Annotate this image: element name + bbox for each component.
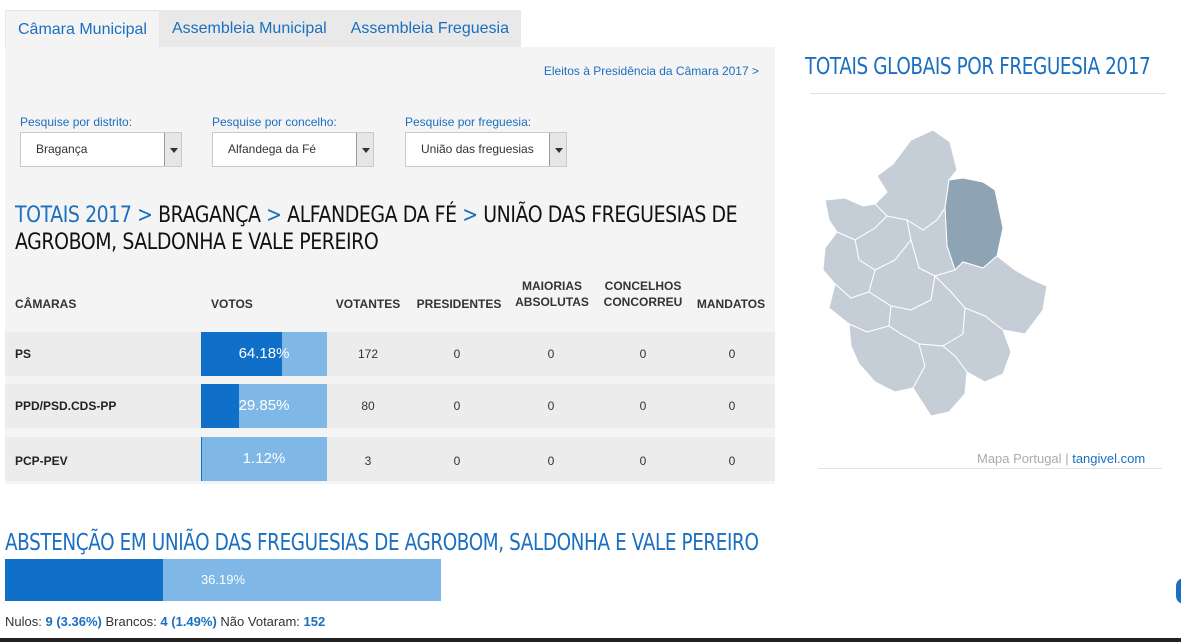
presidentes-value: 0 xyxy=(453,454,461,468)
maiorias-value: 0 xyxy=(547,347,555,361)
tangivel-link[interactable]: tangivel.com xyxy=(1072,451,1146,466)
concelho-select[interactable]: Alfandega da Fé xyxy=(212,132,374,167)
table-row: PCP-PEV 1.12% 3 0 0 0 0 xyxy=(5,437,775,481)
map-region[interactable] xyxy=(944,177,1004,271)
breadcrumb-distrito[interactable]: BRAGANÇA xyxy=(158,203,261,228)
header-concelhos-line1: CONCELHOS xyxy=(604,279,682,293)
vote-bar-fill xyxy=(201,332,282,376)
abstention-percentage: 36.19% xyxy=(200,572,246,587)
mandatos-value: 0 xyxy=(728,347,736,361)
mandatos-value: 0 xyxy=(728,454,736,468)
header-camaras: CÂMARAS xyxy=(15,297,77,311)
filter-concelho: Pesquise por concelho: Alfandega da Fé xyxy=(212,115,374,167)
breadcrumb-root[interactable]: TOTAIS 2017 xyxy=(15,203,132,228)
concelhos-value: 0 xyxy=(639,347,647,361)
chevron-down-icon[interactable] xyxy=(164,133,181,166)
filter-freguesia: Pesquise por freguesia: União das fregue… xyxy=(405,115,567,167)
freguesia-select[interactable]: União das freguesias xyxy=(405,132,567,167)
tab-bar: Câmara Municipal Assembleia Municipal As… xyxy=(5,10,521,48)
filter-distrito-label: Pesquise por distrito: xyxy=(20,115,133,129)
chevron-down-icon[interactable] xyxy=(356,133,373,166)
concelhos-value: 0 xyxy=(639,399,647,413)
breadcrumb-separator: > xyxy=(266,203,282,228)
brancos-label: Brancos: xyxy=(105,614,157,629)
vote-percentage: 29.85% xyxy=(238,397,290,414)
vote-percentage: 64.18% xyxy=(238,345,290,362)
side-feedback-tab[interactable] xyxy=(1176,578,1181,604)
vote-percentage: 1.12% xyxy=(242,450,286,467)
freguesia-select-value: União das freguesias xyxy=(421,142,534,156)
vote-stats: Nulos: 9 (3.36%) Brancos: 4 (1.49%) Não … xyxy=(5,614,325,629)
votantes-value: 172 xyxy=(357,347,379,361)
results-panel: Eleitos à Presidência da Câmara 2017 > P… xyxy=(5,47,775,484)
tab-camara-municipal[interactable]: Câmara Municipal xyxy=(5,10,160,48)
party-name: PCP-PEV xyxy=(15,454,68,468)
filter-concelho-label: Pesquise por concelho: xyxy=(212,115,337,129)
distrito-select-value: Bragança xyxy=(36,142,88,156)
filter-freguesia-label: Pesquise por freguesia: xyxy=(405,115,532,129)
tab-assembleia-freguesia[interactable]: Assembleia Freguesia xyxy=(338,10,521,48)
breadcrumb-separator: > xyxy=(137,203,153,228)
nao-votaram-label: Não Votaram: xyxy=(220,614,300,629)
nulos-value: 9 (3.36%) xyxy=(45,614,102,629)
maiorias-value: 0 xyxy=(547,399,555,413)
table-header: CÂMARAS VOTOS VOTANTES PRESIDENTES MAIOR… xyxy=(5,271,775,323)
eleitos-presidencia-link[interactable]: Eleitos à Presidência da Câmara 2017 > xyxy=(543,64,759,78)
header-maiorias-absolutas: MAIORIAS ABSOLUTAS xyxy=(512,278,592,310)
map-region[interactable] xyxy=(912,343,968,417)
map-region[interactable] xyxy=(942,307,1012,383)
abstention-bar-fill xyxy=(5,559,163,601)
distrito-select[interactable]: Bragança xyxy=(20,132,182,167)
tab-assembleia-municipal[interactable]: Assembleia Municipal xyxy=(159,10,339,48)
table-row: PPD/PSD.CDS-PP 29.85% 80 0 0 0 0 xyxy=(5,384,775,428)
header-concelhos-concorreu: CONCELHOS CONCORREU xyxy=(601,278,685,310)
brancos-value: 4 (1.49%) xyxy=(160,614,217,629)
header-maiorias-line1: MAIORIAS xyxy=(522,279,582,293)
vote-percentage-bar: 1.12% xyxy=(201,437,327,481)
header-presidentes: PRESIDENTES xyxy=(416,297,502,311)
page-title-breadcrumb: TOTAIS 2017 > BRAGANÇA > ALFANDEGA DA FÉ… xyxy=(15,202,755,256)
nao-votaram-value: 152 xyxy=(303,614,326,629)
maiorias-value: 0 xyxy=(547,454,555,468)
concelhos-value: 0 xyxy=(639,454,647,468)
votantes-value: 3 xyxy=(364,454,372,468)
presidentes-value: 0 xyxy=(453,347,461,361)
vote-bar-fill xyxy=(201,437,203,481)
vote-bar-fill xyxy=(201,384,239,428)
party-name: PPD/PSD.CDS-PP xyxy=(15,399,117,413)
breadcrumb-separator: > xyxy=(462,203,478,228)
party-name: PS xyxy=(15,347,32,361)
vote-percentage-bar: 64.18% xyxy=(201,332,327,376)
map-credit: Mapa Portugal | tangivel.com xyxy=(977,451,1145,466)
divider xyxy=(810,93,1166,94)
nulos-label: Nulos: xyxy=(5,614,42,629)
table-row: PS 64.18% 172 0 0 0 0 xyxy=(5,332,775,376)
chevron-down-icon[interactable] xyxy=(549,133,566,166)
freguesia-map xyxy=(822,129,1048,417)
breadcrumb-concelho[interactable]: ALFANDEGA DA FÉ xyxy=(287,203,457,228)
divider xyxy=(818,468,1162,469)
presidentes-value: 0 xyxy=(453,399,461,413)
abstention-bar: 36.19% xyxy=(5,559,441,601)
mandatos-value: 0 xyxy=(728,399,736,413)
breadcrumb-freguesia: UNIÃO DAS FREGUESIAS DE AGROBOM, SALDONH… xyxy=(15,203,738,255)
bottom-border xyxy=(0,638,1181,642)
header-maiorias-line2: ABSOLUTAS xyxy=(515,295,589,309)
vote-percentage-bar: 29.85% xyxy=(201,384,327,428)
header-votos: VOTOS xyxy=(211,297,253,311)
map-credit-text: Mapa Portugal xyxy=(977,451,1062,466)
right-panel-title: TOTAIS GLOBAIS POR FREGUESIA 2017 xyxy=(805,54,1151,80)
header-mandatos: MANDATOS xyxy=(696,297,766,311)
votantes-value: 80 xyxy=(361,399,375,413)
concelho-select-value: Alfandega da Fé xyxy=(228,142,317,156)
header-concelhos-line2: CONCORREU xyxy=(603,295,683,309)
filter-distrito: Pesquise por distrito: Bragança xyxy=(20,115,182,167)
map-credit-separator: | xyxy=(1065,451,1069,466)
abstention-title: ABSTENÇÃO EM UNIÃO DAS FREGUESIAS DE AGR… xyxy=(5,530,759,556)
header-votantes: VOTANTES xyxy=(335,297,401,311)
